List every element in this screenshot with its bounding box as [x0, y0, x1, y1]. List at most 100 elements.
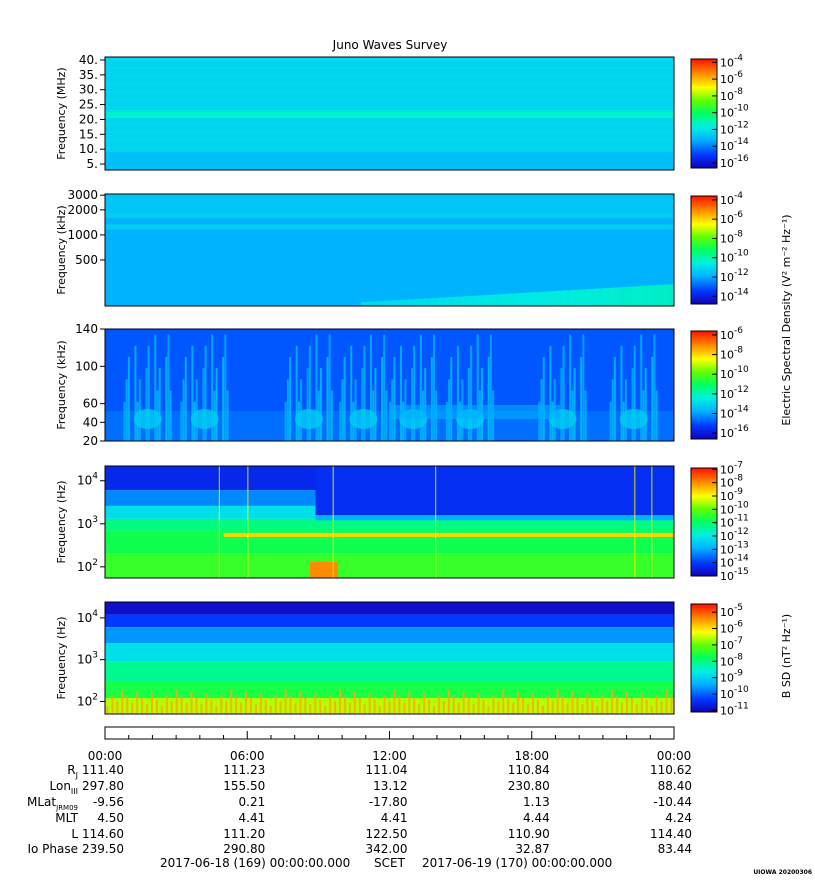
emission-burst — [419, 334, 422, 441]
emission-burst — [655, 390, 658, 441]
emission-burst — [289, 357, 292, 441]
time-tick-label: 06:00 — [230, 749, 265, 763]
colorbar-tick-label: 10-11 — [720, 701, 749, 717]
low-frequency-spike — [314, 693, 317, 714]
low-frequency-spike — [299, 691, 302, 714]
footer-end-time: 2017-06-19 (170) 00:00:00.000 — [422, 856, 612, 870]
y-tick-label: 3000 — [67, 188, 98, 202]
colorbar-tick-label: 10-14 — [720, 404, 749, 420]
emission-burst — [383, 334, 386, 441]
colorbar-tick-label: 10-6 — [720, 70, 743, 86]
low-frequency-spike — [264, 699, 267, 714]
low-frequency-spike — [294, 702, 297, 714]
low-frequency-spike — [512, 702, 515, 714]
emission-band — [105, 213, 674, 219]
colorbar-tick-label: 10-14 — [720, 554, 749, 570]
emission-burst — [542, 357, 545, 441]
low-frequency-spike — [408, 691, 411, 714]
impulse-line — [218, 466, 220, 578]
emission-burst — [651, 357, 654, 441]
low-frequency-spike — [447, 690, 450, 714]
low-frequency-spike — [329, 694, 332, 714]
emission-burst — [445, 401, 448, 441]
colorbar-tick-label: 10-6 — [720, 210, 743, 226]
spectrogram-image — [105, 466, 674, 578]
time-tick-label: 00:00 — [88, 749, 123, 763]
low-frequency-spike — [457, 702, 460, 714]
emission-burst — [569, 334, 572, 441]
emission-burst — [489, 334, 492, 441]
low-frequency-spike — [368, 693, 371, 714]
emission-burst — [341, 379, 344, 441]
colorbar-tick-label: 10-12 — [720, 385, 749, 401]
low-frequency-spike — [497, 701, 500, 714]
low-frequency-spike — [665, 690, 668, 714]
low-frequency-spike — [141, 698, 144, 714]
colorbar-tick-label: 10-8 — [720, 652, 743, 668]
low-frequency-spike — [591, 699, 594, 714]
low-frequency-spike — [437, 694, 440, 714]
emission-burst — [456, 345, 459, 441]
emission-burst — [286, 379, 289, 441]
colorbar-tick-label: 10-8 — [720, 474, 743, 490]
emission-burst — [319, 368, 322, 441]
low-frequency-spike — [358, 698, 361, 714]
emission-burst — [624, 379, 627, 441]
emission-burst — [584, 390, 587, 441]
low-frequency-spike — [645, 699, 648, 714]
low-frequency-spike — [536, 699, 539, 714]
low-frequency-spike — [492, 694, 495, 714]
colorbar-tick-label: 10-5 — [720, 603, 743, 619]
ephemeris-value: -10.44 — [653, 795, 692, 809]
low-frequency-spike — [215, 706, 218, 714]
y-tick-label: 103 — [77, 515, 98, 531]
colorbar-tick-label: 10-8 — [720, 346, 743, 362]
low-frequency-spike — [383, 694, 386, 714]
emission-band — [105, 111, 674, 118]
low-frequency-spike — [388, 701, 391, 714]
ephemeris-value: 4.41 — [239, 811, 266, 825]
low-frequency-spike — [205, 693, 208, 714]
emission-burst — [361, 368, 364, 441]
low-frequency-spike — [413, 698, 416, 714]
low-frequency-spike — [467, 698, 470, 714]
emission-burst — [424, 368, 427, 441]
low-frequency-spike — [581, 704, 584, 714]
ephemeris-value: 110.84 — [508, 763, 550, 777]
low-frequency-spike — [190, 691, 193, 714]
low-frequency-spike — [254, 704, 257, 714]
colorbar-tick-label: 10-8 — [720, 229, 743, 245]
low-frequency-spike — [160, 706, 163, 714]
low-frequency-spike — [259, 693, 262, 714]
low-frequency-spike — [235, 696, 238, 714]
ephemeris-value: 111.04 — [366, 763, 408, 777]
colorbar: 10-710-810-910-1010-1110-1210-1310-1410-… — [690, 460, 749, 583]
colorbar-tick-label: 10-10 — [720, 104, 749, 120]
ephemeris-label: Io Phase — [27, 842, 78, 856]
emission-burst — [560, 368, 563, 441]
spectrogram-panel-3: 140 100 60 40 20 Frequency (kHz) 10-6 10-8 10-10… — [55, 322, 749, 448]
emission-burst — [374, 368, 377, 441]
low-frequency-spike — [423, 693, 426, 714]
ephemeris-value: 155.50 — [223, 779, 265, 793]
ephemeris-label: RJ — [67, 763, 78, 780]
y-axis-label: Frequency (Hz) — [55, 617, 68, 700]
ephemeris-value: 111.20 — [223, 827, 265, 841]
low-frequency-spike — [116, 701, 119, 714]
magnetic-colorbar-label: B SD (nT² Hz⁻¹) — [780, 614, 793, 698]
low-frequency-spike — [393, 690, 396, 714]
low-frequency-spike — [185, 702, 188, 714]
low-frequency-spike — [348, 702, 351, 714]
ephemeris-value: 0.21 — [239, 795, 266, 809]
low-frequency-spike — [502, 690, 505, 714]
emission-burst — [476, 334, 479, 441]
y-tick-label: 25. — [79, 98, 98, 112]
emission-burst — [400, 345, 403, 441]
low-frequency-spike — [531, 693, 534, 714]
low-frequency-spike — [324, 706, 327, 714]
low-frequency-spike — [353, 691, 356, 714]
low-frequency-spike — [363, 704, 366, 714]
emission-burst — [385, 390, 388, 441]
